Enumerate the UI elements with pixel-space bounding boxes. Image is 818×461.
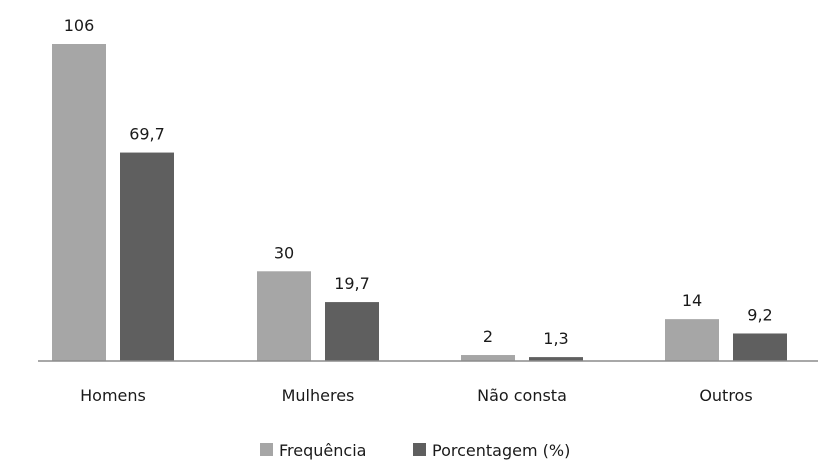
data-label-nao-consta-frequencia: 2 — [483, 327, 493, 346]
bar-mulheres-frequencia — [257, 271, 311, 361]
x-tick-label-outros: Outros — [699, 386, 752, 405]
data-label-outros-frequencia: 14 — [682, 291, 702, 310]
legend-swatch-porcentagem — [413, 443, 426, 456]
legend: Frequência Porcentagem (%) — [260, 441, 570, 460]
x-tick-label-nao-consta: Não consta — [477, 386, 567, 405]
legend-label-porcentagem: Porcentagem (%) — [432, 441, 570, 460]
data-label-outros-porcentagem: 9,2 — [747, 305, 772, 324]
value-labels-layer: 106 69,7 30 19,7 2 1,3 14 9,2 — [64, 16, 773, 348]
data-label-homens-porcentagem: 69,7 — [129, 125, 165, 144]
legend-label-frequencia: Frequência — [279, 441, 366, 460]
bar-nao-consta-porcentagem — [529, 357, 583, 361]
legend-swatch-frequencia — [260, 443, 273, 456]
data-label-mulheres-frequencia: 30 — [274, 243, 294, 262]
bars-layer — [52, 44, 787, 361]
data-label-homens-frequencia: 106 — [64, 16, 95, 35]
data-label-nao-consta-porcentagem: 1,3 — [543, 329, 568, 348]
bar-mulheres-porcentagem — [325, 302, 379, 361]
bar-nao-consta-frequencia — [461, 355, 515, 361]
bar-outros-porcentagem — [733, 333, 787, 361]
data-label-mulheres-porcentagem: 19,7 — [334, 274, 370, 293]
x-tick-labels: Homens Mulheres Não consta Outros — [80, 386, 753, 405]
bar-homens-frequencia — [52, 44, 106, 361]
x-tick-label-mulheres: Mulheres — [282, 386, 355, 405]
bar-homens-porcentagem — [120, 152, 174, 361]
bar-outros-frequencia — [665, 319, 719, 361]
x-tick-label-homens: Homens — [80, 386, 146, 405]
